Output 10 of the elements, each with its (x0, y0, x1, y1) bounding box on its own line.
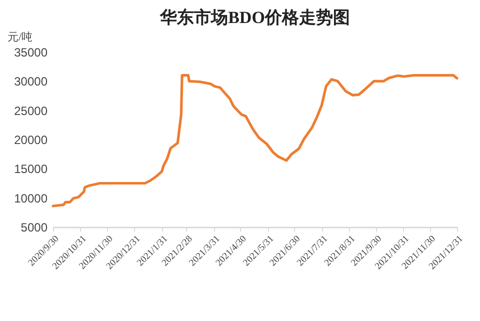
y-tick-label: 30000 (14, 74, 48, 89)
y-tick-label: 5000 (20, 220, 48, 234)
y-tick-label: 15000 (14, 162, 48, 176)
y-tick-label: 20000 (14, 133, 48, 147)
y-axis-title: 元/吨 (8, 30, 33, 44)
y-tick-label: 10000 (14, 191, 48, 206)
line-series (52, 74, 458, 208)
chart-title: 华东市场BDO价格走势图 (159, 8, 350, 27)
y-tick-label: 25000 (14, 104, 48, 118)
y-tick-label: 35000 (14, 46, 48, 60)
